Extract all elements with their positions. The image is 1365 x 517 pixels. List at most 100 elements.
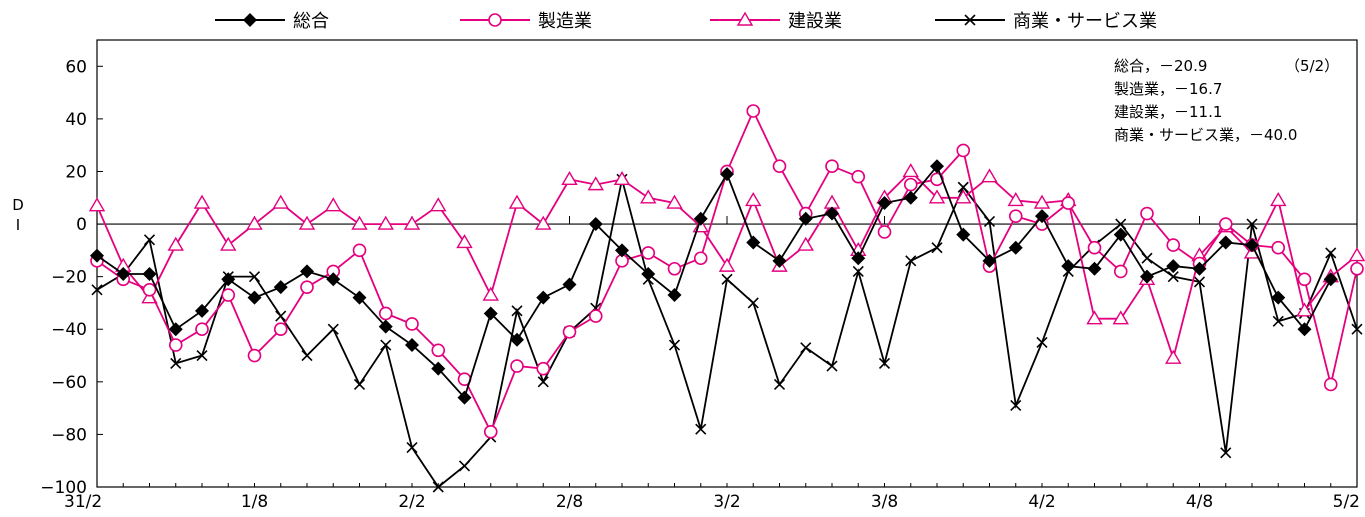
data-point-x-stroke: [1325, 247, 1337, 259]
data-point-x: [458, 460, 471, 472]
data-point-x-stroke: [1010, 399, 1022, 412]
data-point-x: [1115, 218, 1127, 230]
data-point-triangle: [1165, 349, 1182, 364]
data-point-circle: [667, 261, 682, 276]
data-point-x-stroke: [432, 481, 444, 493]
data-point-x: [537, 376, 549, 388]
data-point-x-stroke: [327, 323, 339, 335]
y-tick-label: −40: [51, 320, 87, 340]
annotation-box: 総合，－20.9 （5/2） 製造業，－16.7 建設業，－11.1 商業・サービス業，…: [1114, 57, 1339, 144]
annotation-date: （5/2）: [1285, 57, 1339, 75]
data-point-circle: [1271, 240, 1286, 255]
data-point-x: [931, 242, 943, 254]
data-point-x: [695, 423, 707, 435]
data-point-diamond: [431, 361, 446, 376]
data-point-x: [275, 310, 287, 322]
data-point-diamond: [247, 290, 262, 305]
data-point-circle: [300, 280, 314, 294]
data-point-diamond: [641, 267, 656, 282]
data-point-diamond: [1061, 259, 1076, 274]
x-tick-label: 1/8: [241, 492, 268, 512]
data-point-x-stroke: [957, 181, 969, 193]
data-point-circle: [431, 343, 446, 358]
data-point-x: [878, 357, 891, 369]
y-tick-label: 20: [65, 162, 87, 182]
legend-item: 建設業: [710, 11, 842, 32]
data-point-x-stroke: [1167, 271, 1179, 283]
data-point-diamond: [851, 251, 866, 266]
data-point-diamond: [720, 167, 734, 182]
data-point-triangle: [1033, 194, 1051, 209]
data-point-diamond: [562, 277, 577, 292]
data-point-triangle: [902, 163, 919, 178]
data-point-x: [983, 215, 996, 227]
data-point-triangle: [823, 194, 841, 209]
data-point-x: [957, 181, 969, 193]
data-point-x: [826, 360, 838, 372]
data-point-triangle: [430, 197, 447, 212]
data-point-circle: [142, 282, 157, 297]
data-point-circle: [825, 159, 839, 174]
data-point-circle: [378, 306, 393, 321]
data-point-x-stroke: [826, 360, 838, 372]
x-tick-label: 5/2: [1333, 492, 1360, 512]
data-point-diamond: [877, 196, 892, 211]
data-point-triangle: [613, 170, 631, 186]
data-point-x: [327, 323, 339, 335]
data-point-diamond: [1008, 240, 1023, 255]
legend-label: 商業・サービス業: [1013, 11, 1157, 32]
data-point-circle: [1113, 264, 1128, 279]
legend-item: 総合: [215, 11, 329, 32]
data-point-x-stroke: [1036, 336, 1048, 348]
data-point-diamond: [510, 332, 524, 347]
data-point-diamond: [825, 206, 839, 221]
data-point-x: [432, 481, 444, 493]
data-point-triangle: [736, 11, 754, 26]
x-tick-label: 2/8: [556, 492, 583, 512]
data-point-circle: [221, 288, 236, 302]
data-point-diamond: [746, 235, 761, 250]
data-point-x: [747, 297, 759, 309]
data-point-diamond: [982, 253, 997, 268]
data-point-x: [353, 378, 366, 391]
data-point-x-stroke: [248, 271, 261, 283]
data-point-diamond: [1140, 269, 1154, 284]
data-point-triangle: [981, 168, 998, 183]
data-point-diamond: [142, 267, 157, 282]
annotation-line: 建設業，－11.1: [1114, 103, 1222, 121]
data-point-x: [1036, 336, 1048, 348]
data-point-x: [91, 284, 103, 296]
data-point-x-stroke: [91, 284, 103, 296]
data-point-x: [905, 255, 917, 267]
data-point-circle: [746, 104, 761, 118]
data-point-triangle: [1086, 310, 1103, 325]
data-point-triangle: [88, 197, 106, 212]
data-point-diamond: [195, 303, 209, 318]
data-point-diamond: [352, 290, 367, 305]
data-point-x: [406, 441, 418, 454]
data-point-circle: [1218, 217, 1233, 231]
data-point-triangle: [1270, 192, 1287, 207]
data-point-diamond: [457, 390, 472, 405]
x-tick-label: 31/2: [64, 492, 102, 512]
series-line: [96, 164, 1332, 400]
legend-item: 商業・サービス業: [935, 11, 1157, 32]
data-point-diamond: [798, 211, 813, 226]
data-point-x: [248, 271, 261, 283]
x-tick-label: 2/2: [398, 492, 425, 512]
data-point-triangle: [403, 215, 421, 230]
data-point-circle: [168, 338, 183, 352]
data-point-triangle: [167, 236, 184, 251]
data-point-diamond: [116, 267, 131, 282]
data-point-diamond: [168, 322, 183, 337]
y-tick-label: −80: [51, 425, 87, 445]
data-point-x-stroke: [275, 310, 287, 322]
data-point-diamond: [1245, 238, 1259, 253]
y-tick-label: 40: [65, 110, 87, 130]
data-point-x: [1141, 252, 1153, 264]
data-point-diamond: [536, 290, 551, 305]
data-point-triangle: [797, 236, 814, 251]
data-point-circle: [488, 13, 502, 27]
